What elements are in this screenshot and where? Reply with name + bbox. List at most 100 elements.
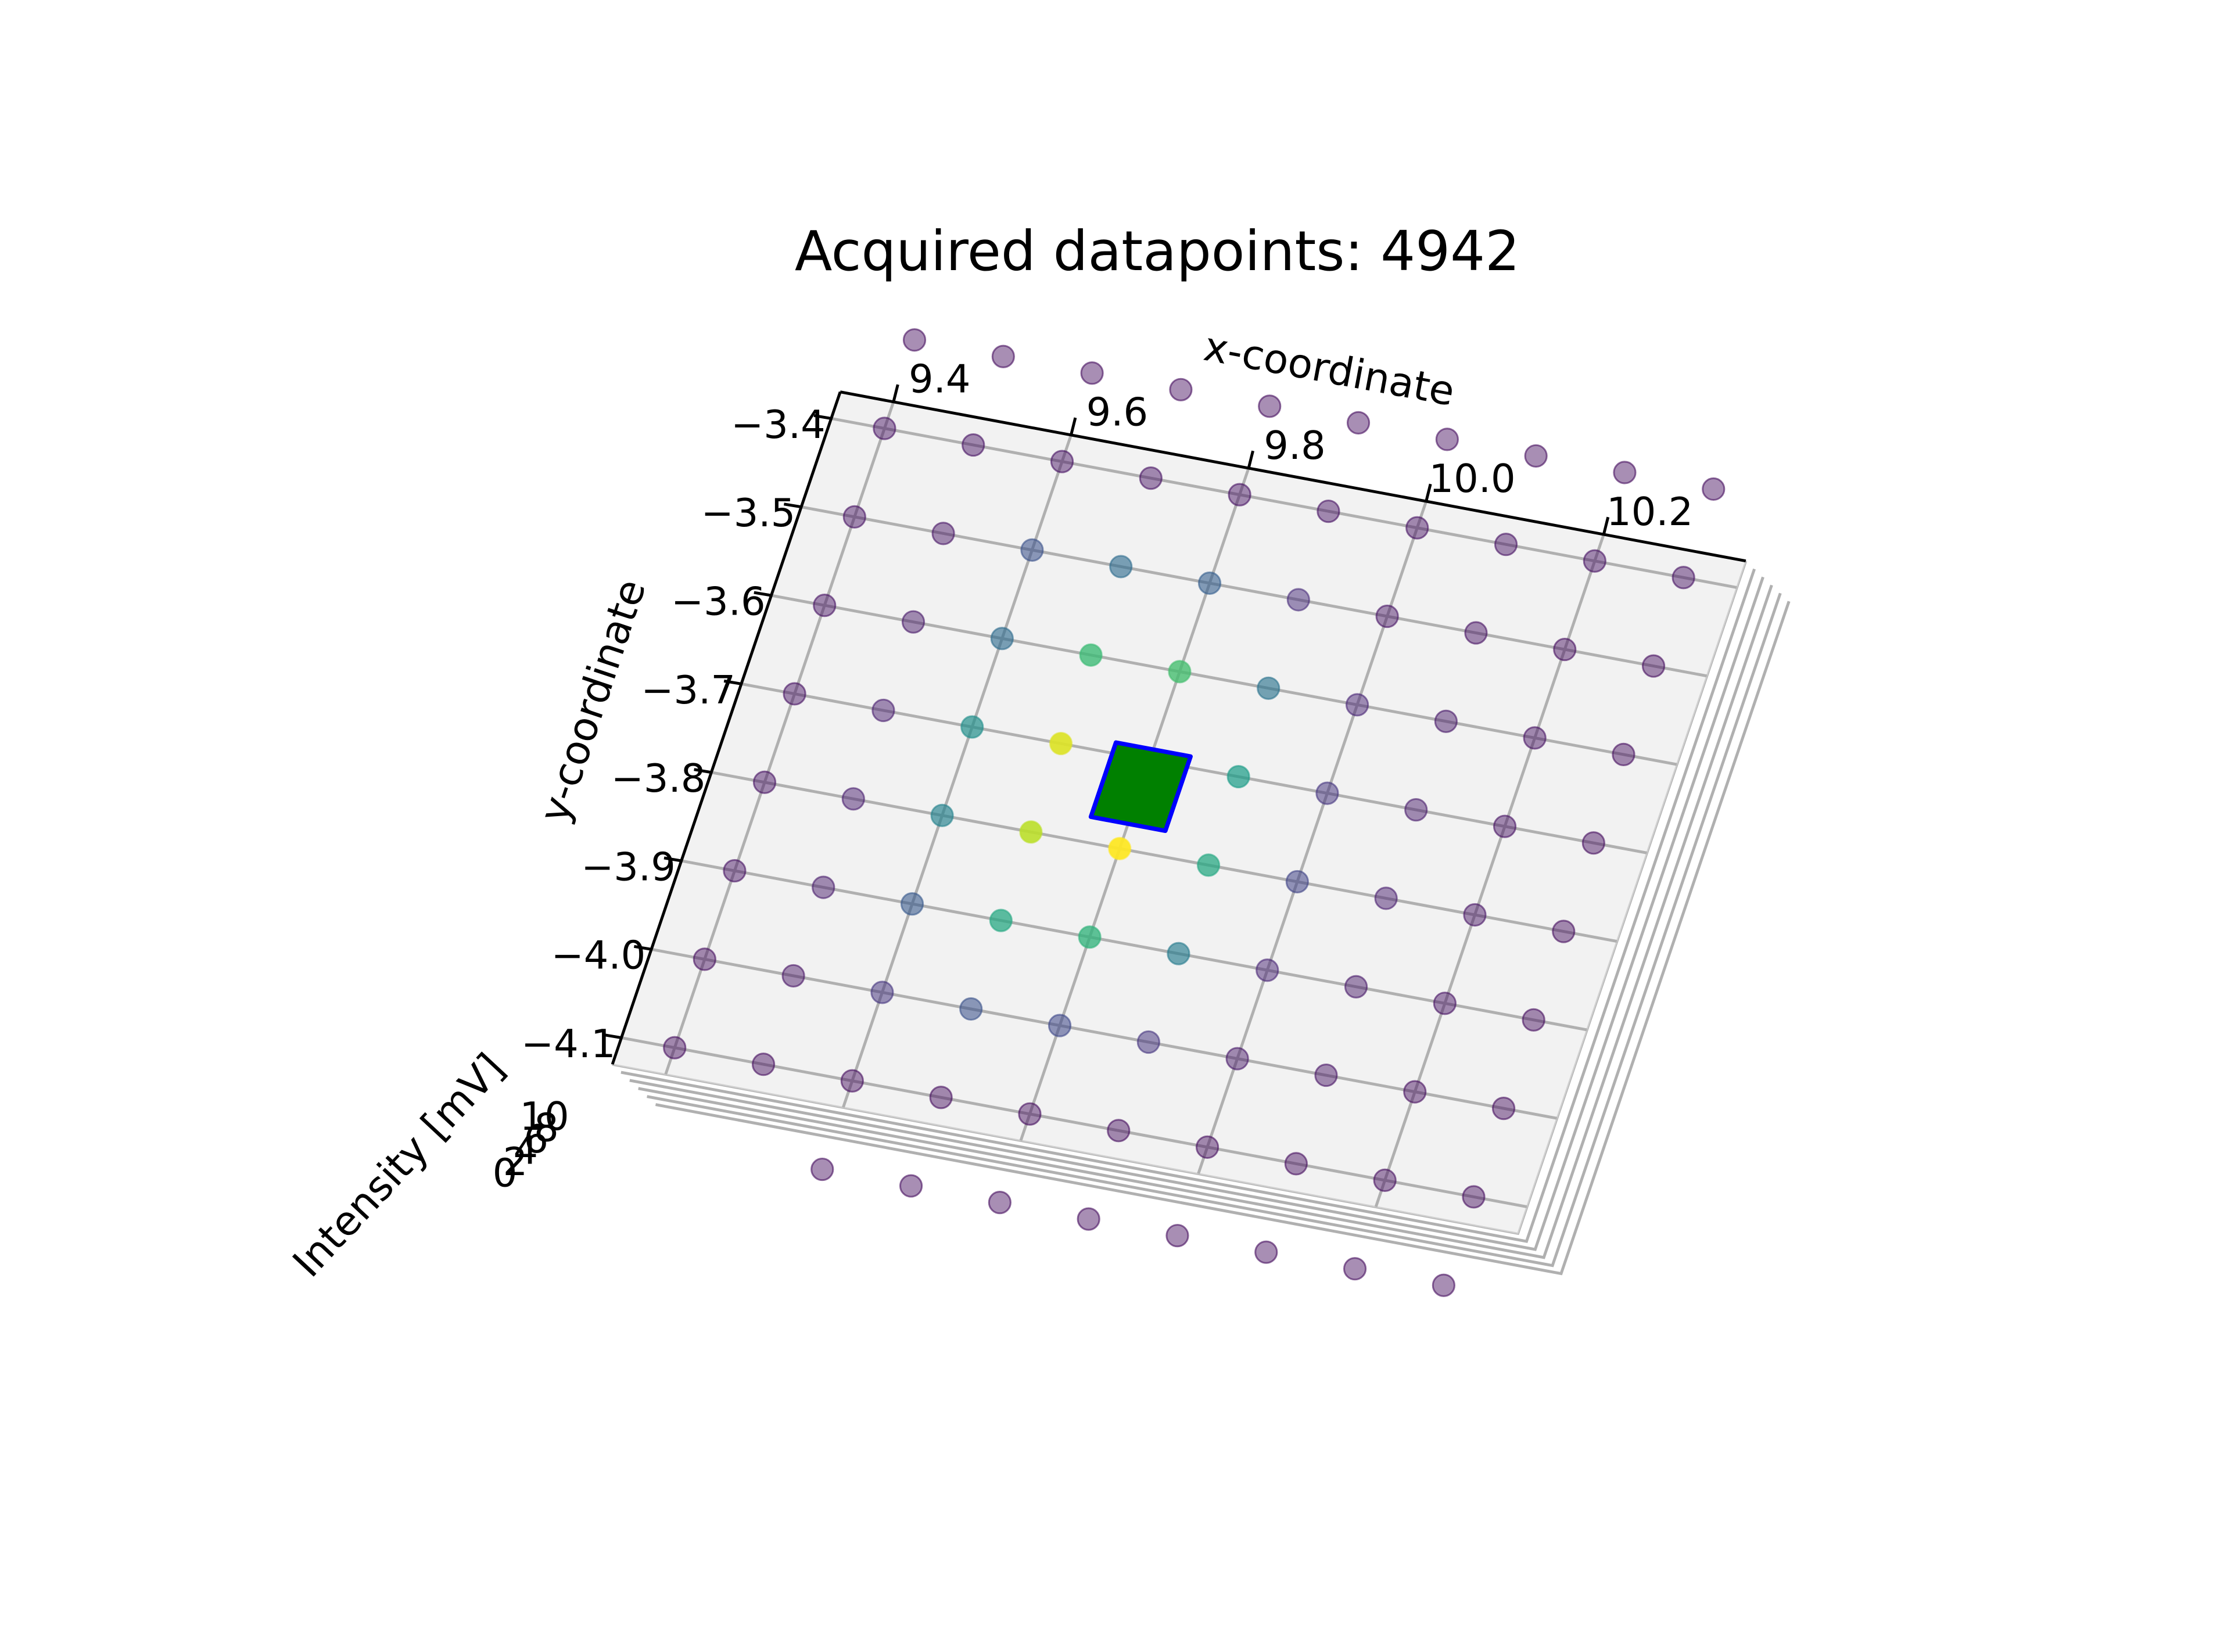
data-point [900,892,924,916]
data-point [1434,709,1458,733]
grid-line [621,1036,1527,1208]
data-point [1463,903,1487,927]
data-point [873,416,896,440]
data-point [723,859,747,883]
grid-line [831,416,1737,589]
grid-line [681,859,1587,1032]
y-tick-label: −3.5 [701,490,796,536]
data-point [988,1191,1012,1215]
data-point [1343,1257,1367,1281]
data-point [1258,394,1282,418]
data-point [840,1069,864,1093]
z-tick-label: 0 [493,1150,518,1195]
data-point [1435,428,1459,451]
data-point [989,908,1013,932]
z-layer-line [638,584,1773,1259]
data-point [960,715,984,739]
data-point [1197,571,1222,595]
y-tick-mark [783,502,802,509]
z-tick-label: 4 [513,1127,538,1173]
data-point [990,627,1014,651]
x-tick-label: 9.6 [1086,390,1149,435]
data-point [1108,836,1132,860]
data-point [810,1157,834,1181]
data-point [1284,1152,1308,1176]
z-tick-label: 2 [503,1139,528,1184]
x-tick-mark [1425,483,1432,502]
data-point [1136,1030,1160,1054]
data-point [1109,555,1133,579]
data-point [1020,538,1044,562]
y-tick-mark [633,944,652,951]
y-tick-label: −3.8 [611,756,706,801]
y-axis-line [611,391,842,1065]
z-layer-line [655,601,1791,1276]
data-point [841,787,865,811]
data-point [1256,958,1279,982]
data-point [899,1174,923,1198]
grid-line [711,771,1617,943]
data-point [1050,450,1074,473]
y-tick-label: −3.7 [641,667,736,713]
z-layer-line [629,576,1764,1251]
position-marker [1088,740,1193,834]
data-point [1344,975,1368,999]
data-point [1257,676,1281,700]
data-point [1522,1008,1545,1032]
y-tick-mark [694,768,712,774]
x-tick-label: 10.0 [1429,456,1516,501]
data-point [1107,1119,1131,1143]
data-point [931,522,955,545]
y-tick-mark [754,591,772,597]
data-point [1583,549,1606,573]
data-point [1613,461,1637,484]
z-tick-label: 8 [534,1105,559,1151]
data-point [1254,1240,1278,1264]
data-point [1165,1224,1189,1248]
data-point [1553,637,1577,662]
data-point [1373,1168,1397,1192]
grid-line [664,401,895,1075]
data-point [1139,466,1163,490]
data-point [929,1086,953,1109]
data-point [1169,378,1193,401]
data-point [663,1036,687,1060]
y-tick-label: −4.0 [551,933,646,978]
data-point [842,505,866,529]
y-tick-mark [723,679,742,685]
data-point [1048,1014,1072,1037]
y-tick-mark [604,1033,622,1040]
data-point [1345,693,1369,717]
data-point [1523,726,1547,750]
z-tick-label: 10 [519,1094,569,1139]
grid-line [801,505,1708,678]
data-point [1433,992,1457,1015]
data-point [991,344,1015,368]
data-point [1079,643,1103,667]
data-point [1432,1273,1455,1297]
x-tick-label: 10.2 [1606,489,1693,534]
data-point [751,1053,776,1076]
grid-line [1197,501,1428,1175]
grid-line [771,594,1677,766]
data-point [1078,925,1102,949]
data-point [959,997,983,1021]
data-point [1403,1080,1427,1104]
grid-line [651,947,1558,1120]
data-point [1285,870,1309,894]
x-tick-mark [1070,417,1077,436]
data-point [870,981,894,1004]
y-tick-mark [663,856,682,863]
y-tick-label: −3.9 [581,844,676,889]
data-point [1196,853,1221,877]
data-point [1317,500,1340,523]
data-point [1672,566,1695,590]
data-point [930,803,954,827]
x-axis-line [840,390,1746,563]
data-point [1019,820,1043,844]
y-tick-label: −3.6 [671,579,766,624]
data-point [783,682,806,706]
y-tick-label: −4.1 [521,1021,616,1066]
data-point [902,328,927,352]
data-point [1494,533,1518,556]
